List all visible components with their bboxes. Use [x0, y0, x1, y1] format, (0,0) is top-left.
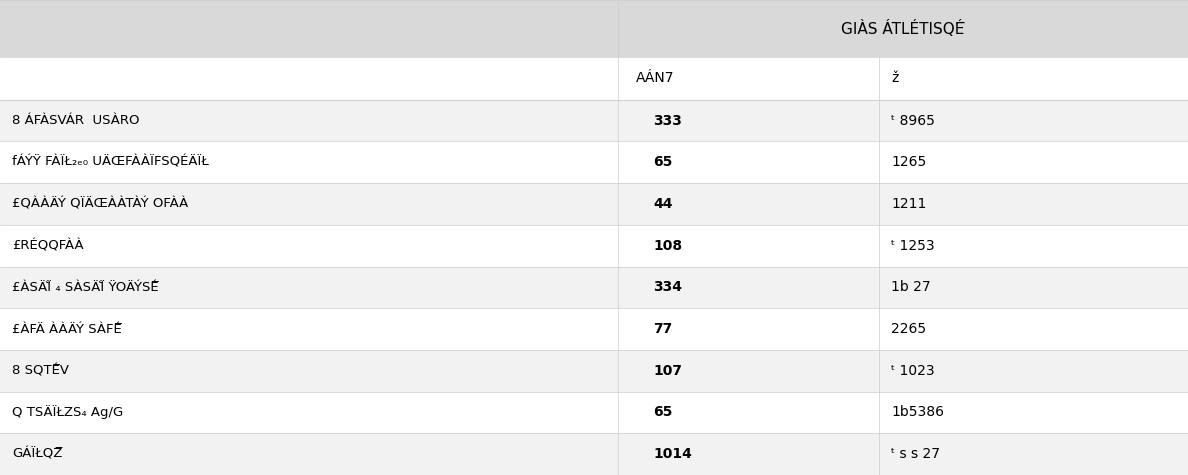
Bar — [879, 433, 1188, 475]
Text: 8 SQTÉ̅V: 8 SQTÉ̅V — [12, 364, 69, 377]
Text: 8 ÁFÀSVÁR  USÀRO: 8 ÁFÀSVÁR USÀRO — [12, 114, 139, 127]
Bar — [0, 308, 618, 350]
Text: 1014: 1014 — [653, 447, 693, 461]
Text: 1265: 1265 — [891, 155, 927, 169]
Bar — [0, 391, 618, 433]
Bar — [0, 433, 618, 475]
Text: 77: 77 — [653, 322, 672, 336]
Text: GIÀS ÁTLÉTISQÉ̅: GIÀS ÁTLÉTISQÉ̅ — [841, 20, 965, 37]
Bar — [618, 350, 879, 391]
Bar — [0, 183, 618, 225]
Bar — [879, 142, 1188, 183]
Bar — [618, 0, 1188, 57]
Bar — [879, 225, 1188, 266]
Text: 108: 108 — [653, 238, 683, 253]
Bar — [618, 183, 879, 225]
Bar — [0, 266, 618, 308]
Text: AÁN7: AÁN7 — [636, 71, 674, 86]
Bar — [618, 433, 879, 475]
Bar — [0, 350, 618, 391]
Bar — [879, 350, 1188, 391]
Bar — [618, 142, 879, 183]
Bar — [0, 142, 618, 183]
Text: 107: 107 — [653, 364, 682, 378]
Bar — [0, 225, 618, 266]
Bar — [879, 100, 1188, 142]
Text: 1b5386: 1b5386 — [891, 406, 944, 419]
Text: 1b 27: 1b 27 — [891, 280, 930, 294]
Text: Q TSÄÏŁZS₄ Ag/G: Q TSÄÏŁZS₄ Ag/G — [12, 406, 124, 419]
Text: 333: 333 — [653, 114, 682, 128]
Bar — [879, 308, 1188, 350]
Bar — [618, 57, 879, 100]
Text: ᵗ 8965: ᵗ 8965 — [891, 114, 935, 128]
Text: ᵗ s s 27: ᵗ s s 27 — [891, 447, 940, 461]
Bar — [618, 266, 879, 308]
Text: £ÀFÄ ÀÀÄÝ SÀFÉ̅: £ÀFÄ ÀÀÄÝ SÀFÉ̅ — [12, 323, 121, 335]
Bar — [0, 57, 618, 100]
Text: £ÀSÄÏ̆ ₄ SÀSÄÏ̆ ŸOÄÝSÉ̅: £ÀSÄÏ̆ ₄ SÀSÄÏ̆ ŸOÄÝSÉ̅ — [12, 281, 158, 294]
Text: GÁÏŁQZ̅: GÁÏŁQZ̅ — [12, 447, 62, 461]
Bar — [618, 225, 879, 266]
Bar — [879, 183, 1188, 225]
Text: 334: 334 — [653, 280, 682, 294]
Text: 44: 44 — [653, 197, 672, 211]
Bar — [879, 57, 1188, 100]
Text: 65: 65 — [653, 155, 672, 169]
Text: 65: 65 — [653, 406, 672, 419]
Bar — [618, 308, 879, 350]
Text: 2265: 2265 — [891, 322, 927, 336]
Text: ᵗ 1023: ᵗ 1023 — [891, 364, 935, 378]
Bar — [618, 391, 879, 433]
Text: ž: ž — [891, 71, 898, 86]
Bar — [0, 0, 618, 57]
Text: 1211: 1211 — [891, 197, 927, 211]
Bar — [618, 100, 879, 142]
Text: ᵗ 1253: ᵗ 1253 — [891, 238, 935, 253]
Text: fÁÝŸ FÀÏŁ₂ₑ₀ UÄŒFÀÀÏFSQÉÄÏŁ: fÁÝŸ FÀÏŁ₂ₑ₀ UÄŒFÀÀÏFSQÉÄÏŁ — [12, 156, 209, 169]
Bar — [879, 266, 1188, 308]
Text: £QÀÀÄÝ QÏÄŒÀÀTÀÝ OFÀÀ: £QÀÀÄÝ QÏÄŒÀÀTÀÝ OFÀÀ — [12, 198, 188, 210]
Bar — [879, 391, 1188, 433]
Bar — [0, 100, 618, 142]
Text: £RÉQQFÀÀ: £RÉQQFÀÀ — [12, 239, 83, 252]
